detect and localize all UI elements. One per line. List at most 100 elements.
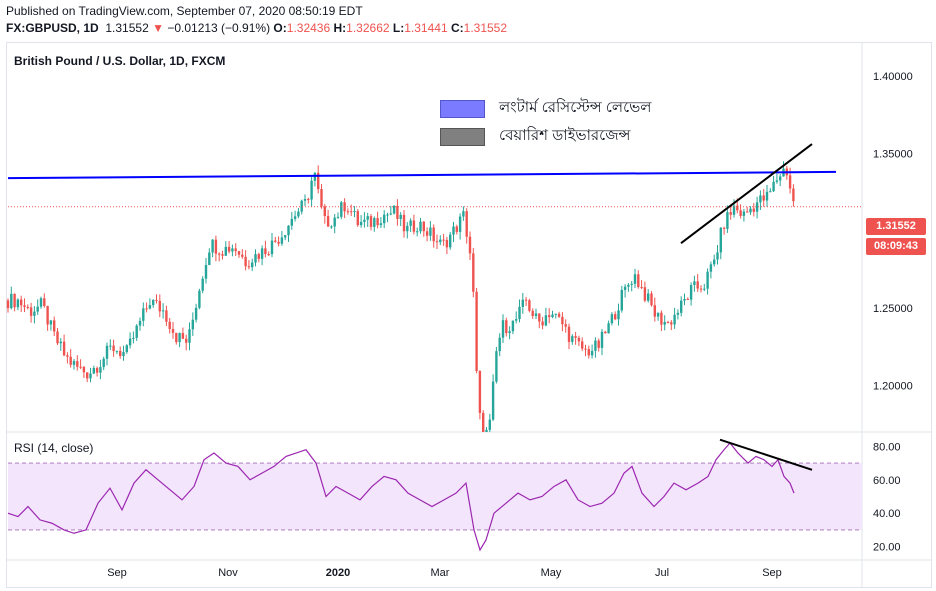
candle-body — [185, 338, 188, 343]
candle-body — [696, 281, 699, 289]
candle-body — [762, 195, 765, 201]
candle-body — [231, 248, 234, 252]
time-tick-label: Sep — [107, 567, 127, 579]
candle-body — [604, 331, 607, 334]
candle-body — [482, 412, 485, 432]
candle-body — [363, 219, 366, 222]
candle-body — [557, 313, 561, 317]
candle-body — [643, 287, 647, 301]
candle-body — [495, 351, 498, 382]
candle-body — [366, 216, 369, 220]
candle-body — [607, 323, 610, 334]
candle-body — [521, 299, 524, 307]
candle-body — [722, 227, 726, 229]
candle-body — [660, 312, 663, 325]
candle-body — [435, 241, 439, 243]
legend-label: বেয়ারিশ ডাইভারজেন্স — [499, 127, 631, 144]
candle-body — [650, 293, 653, 306]
candle-body — [274, 240, 277, 242]
candle-body — [610, 314, 614, 324]
candle-body — [115, 350, 119, 352]
candle-body — [260, 248, 264, 259]
candle-body — [82, 366, 86, 373]
candle-body — [528, 300, 531, 311]
candle-body — [524, 299, 528, 301]
price-change: −0.01213 (−0.91%) — [167, 21, 271, 35]
candle-body — [254, 254, 257, 263]
rsi-tick-label: 80.00 — [873, 441, 901, 453]
candle-body — [792, 188, 795, 202]
candle-body — [359, 221, 363, 226]
candle-body — [416, 231, 419, 233]
candle-body — [307, 199, 310, 201]
candle-body — [676, 312, 680, 315]
candle-body — [270, 240, 274, 255]
candle-body — [719, 227, 722, 253]
candle-body — [419, 221, 422, 232]
candle-body — [280, 237, 284, 244]
high-label: H: — [333, 21, 347, 35]
candle-body — [161, 310, 165, 312]
candle-body — [564, 324, 567, 327]
candle-body — [340, 202, 343, 217]
candle-body — [145, 308, 148, 310]
candle-body — [251, 262, 254, 268]
candle-body — [689, 284, 693, 300]
rsi-tick-label: 40.00 — [873, 508, 901, 520]
candle-body — [475, 291, 478, 372]
candle-body — [574, 336, 577, 338]
candle-body — [132, 337, 135, 339]
candle-body — [257, 254, 260, 259]
candle-body — [491, 381, 495, 420]
candle-body — [310, 180, 313, 200]
candle-body — [412, 220, 416, 232]
candle-body — [138, 320, 142, 326]
candle-body — [736, 205, 739, 211]
candle-body — [89, 373, 92, 379]
last-price: 1.31552 — [105, 21, 149, 35]
candle-body — [465, 211, 468, 237]
candle-body — [119, 350, 122, 357]
chart-frame[interactable] — [6, 42, 932, 588]
candle-body — [716, 252, 719, 260]
candle-body — [765, 191, 769, 201]
candle-body — [218, 253, 221, 255]
candle-body — [303, 199, 307, 201]
candle-body — [105, 345, 109, 359]
candle-body — [23, 305, 26, 308]
countdown-tag: 08:09:43 — [866, 238, 926, 255]
resistance-line — [7, 170, 837, 180]
candle-body — [729, 212, 732, 215]
candle-body — [779, 176, 782, 181]
legend-resistance: লংটার্ম রেসিস্টেন্স লেভেল — [440, 96, 651, 121]
candle-body — [20, 299, 23, 306]
candle-body — [637, 274, 640, 288]
legend-divergence: বেয়ারিশ ডাইভারজেন্স — [440, 124, 630, 149]
candle-body — [406, 225, 409, 232]
candle-body — [442, 239, 445, 241]
candle-body — [373, 218, 376, 227]
candle-body — [92, 368, 95, 374]
candle-body — [680, 300, 683, 313]
candle-body — [79, 366, 82, 368]
candle-body — [148, 305, 152, 309]
close-value: 1.31552 — [463, 21, 508, 35]
candle-body — [39, 298, 43, 307]
candle-body — [33, 311, 36, 316]
candle-body — [772, 181, 775, 192]
candle-body — [640, 287, 643, 289]
candle-body — [683, 299, 686, 301]
candle-body — [346, 211, 350, 213]
candle-body — [759, 195, 762, 203]
candle-body — [600, 331, 604, 348]
candle-body — [709, 264, 713, 272]
candle-body — [726, 212, 729, 229]
candle-body — [221, 254, 224, 256]
candle-body — [168, 321, 171, 329]
time-tick-label: Mar — [431, 567, 450, 579]
time-tick-label: 2020 — [326, 567, 350, 579]
candle-body — [290, 218, 293, 226]
rsi-title: RSI (14, close) — [14, 441, 94, 455]
candle-body — [630, 283, 633, 285]
